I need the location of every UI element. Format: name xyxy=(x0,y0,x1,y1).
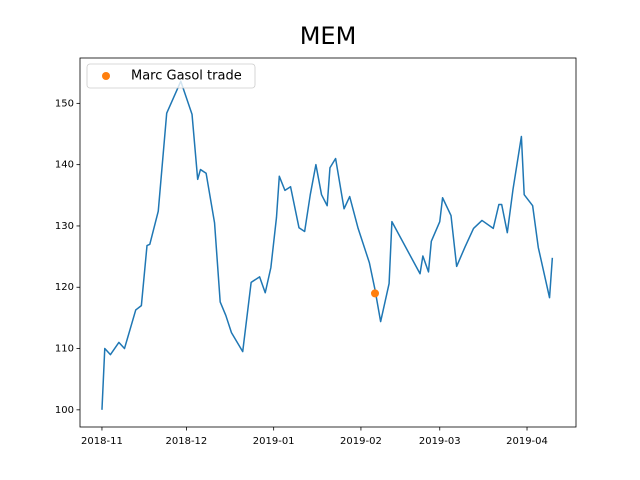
y-tick-label: 130 xyxy=(55,221,74,232)
y-tick-label: 110 xyxy=(55,344,74,355)
legend-box xyxy=(86,63,256,89)
y-tick-label: 120 xyxy=(55,282,74,293)
plot-frame xyxy=(79,57,577,428)
x-tick-label: 2019-02 xyxy=(340,436,382,447)
x-tick-label: 2019-01 xyxy=(253,436,295,447)
x-tick-label: 2019-03 xyxy=(419,436,461,447)
x-tick-label: 2018-12 xyxy=(166,436,208,447)
y-tick-label: 100 xyxy=(55,405,74,416)
legend-marker xyxy=(102,72,110,80)
x-tick-label: 2019-04 xyxy=(506,436,548,447)
point xyxy=(371,289,380,298)
legend-label: Marc Gasol trade xyxy=(131,69,242,84)
x-tick-label: 2018-11 xyxy=(81,436,123,447)
y-tick-label: 140 xyxy=(55,160,74,171)
chart-title: MEM xyxy=(300,22,357,50)
y-tick-label: 150 xyxy=(55,98,74,109)
